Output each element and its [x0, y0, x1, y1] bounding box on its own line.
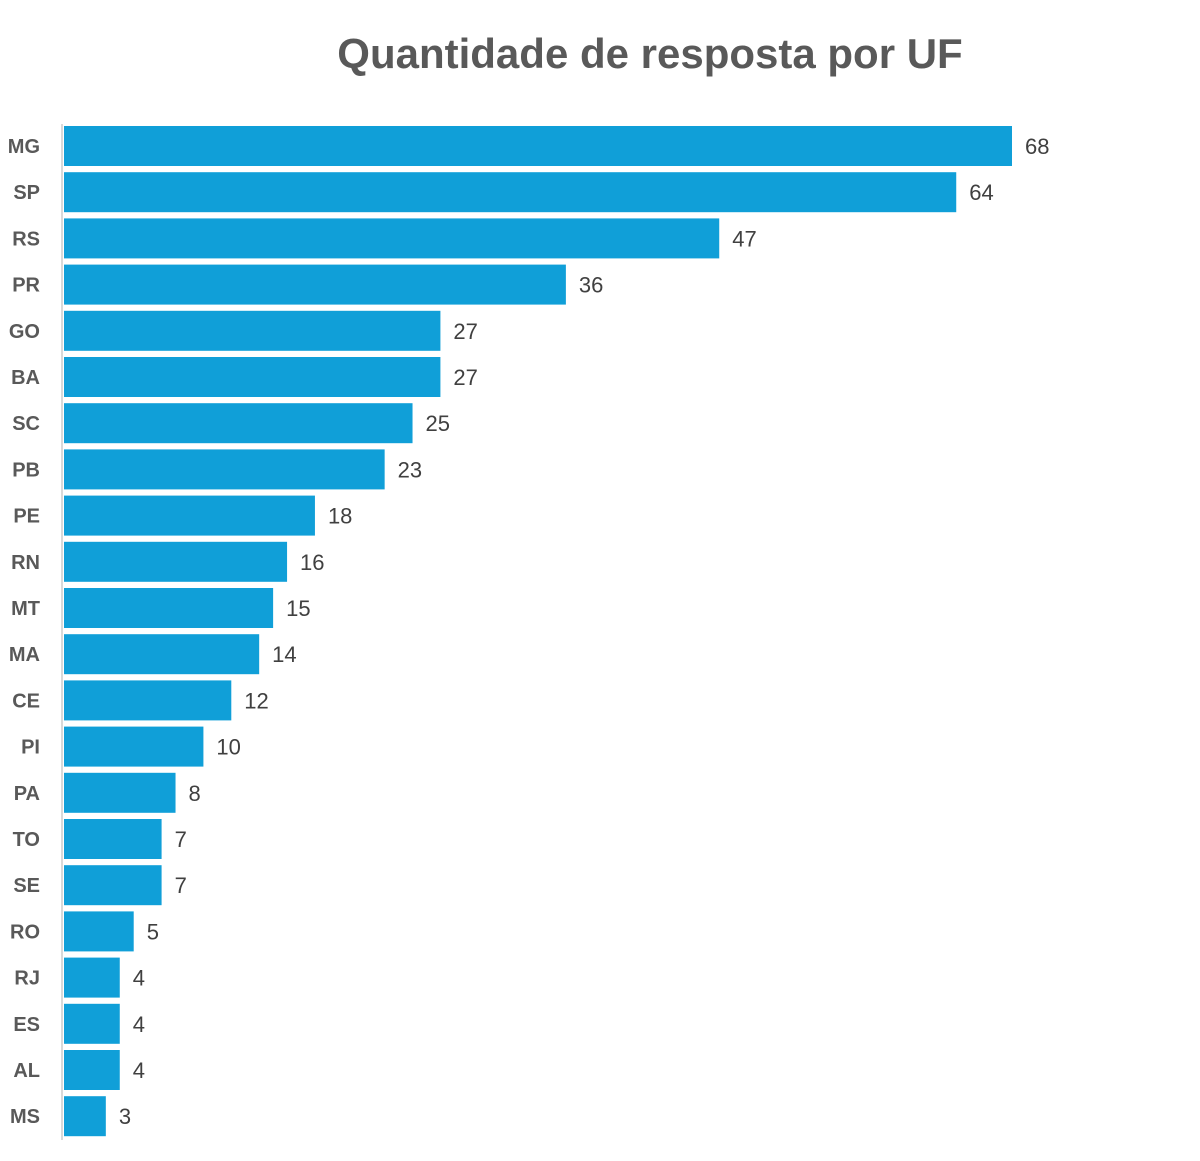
- value-label-ce: 12: [244, 688, 268, 713]
- category-label-pa: PA: [14, 783, 40, 805]
- category-label-sp: SP: [13, 182, 40, 204]
- bar-pa: [64, 772, 176, 813]
- bar-pb: [64, 449, 385, 490]
- bar-al: [64, 1050, 120, 1090]
- bar-rn: [64, 541, 288, 582]
- bar-sp: [64, 172, 957, 213]
- bar-ms: [64, 1096, 106, 1137]
- category-label-mg: MG: [8, 136, 40, 158]
- bar-mt: [64, 588, 274, 628]
- bar-se: [64, 865, 162, 906]
- category-label-pr: PR: [12, 275, 40, 297]
- bar-mg: [64, 126, 1012, 166]
- category-label-rj: RJ: [14, 968, 40, 990]
- value-label-rj: 4: [133, 966, 145, 991]
- value-label-pb: 23: [398, 457, 422, 482]
- value-label-sp: 64: [969, 180, 993, 205]
- value-label-al: 4: [133, 1058, 145, 1083]
- value-label-se: 7: [175, 873, 187, 898]
- category-label-se: SE: [13, 875, 40, 897]
- category-label-sc: SC: [12, 413, 40, 435]
- bar-ma: [64, 634, 260, 675]
- value-label-go: 27: [453, 319, 477, 344]
- category-label-es: ES: [13, 1014, 40, 1036]
- value-label-rs: 47: [732, 226, 756, 251]
- category-label-ba: BA: [11, 367, 40, 389]
- value-label-mg: 68: [1025, 134, 1049, 159]
- category-label-al: AL: [13, 1060, 40, 1082]
- bar-rs: [64, 218, 720, 259]
- bar-pe: [64, 495, 315, 536]
- value-label-ro: 5: [147, 919, 159, 944]
- bar-pr: [64, 264, 566, 305]
- value-label-pa: 8: [189, 781, 201, 806]
- value-label-mt: 15: [286, 596, 310, 621]
- category-label-ro: RO: [10, 921, 40, 943]
- category-label-rs: RS: [12, 228, 40, 250]
- value-label-ba: 27: [453, 365, 477, 390]
- value-label-ma: 14: [272, 642, 296, 667]
- value-label-pr: 36: [579, 273, 603, 298]
- bar-es: [64, 1003, 120, 1044]
- category-label-ma: MA: [9, 644, 40, 666]
- category-label-ce: CE: [12, 690, 40, 712]
- value-label-ms: 3: [119, 1104, 131, 1129]
- category-label-pi: PI: [21, 737, 40, 759]
- category-label-rn: RN: [11, 552, 40, 574]
- bar-ro: [64, 911, 134, 952]
- category-label-pb: PB: [12, 459, 40, 481]
- category-labels: MG SP RS PR GO BA SC PB PE RN MT MA CE PI PA TO SE RO RJ ES…: [8, 136, 41, 1128]
- bar-go: [64, 310, 441, 351]
- bar-pi: [64, 726, 204, 767]
- bar-ce: [64, 680, 232, 721]
- value-label-pi: 10: [216, 735, 240, 760]
- value-label-pe: 18: [328, 504, 352, 529]
- category-label-go: GO: [9, 321, 40, 343]
- bar-sc: [64, 403, 413, 444]
- chart-title: Quantidade de resposta por UF: [337, 30, 962, 77]
- category-label-mt: MT: [11, 598, 40, 620]
- bars-group: [64, 126, 1012, 1137]
- bar-rj: [64, 957, 120, 998]
- category-label-pe: PE: [13, 506, 40, 528]
- category-label-ms: MS: [10, 1106, 40, 1128]
- value-label-rn: 16: [300, 550, 324, 575]
- bar-ba: [64, 357, 441, 397]
- bar-to: [64, 819, 162, 859]
- category-label-to: TO: [13, 829, 40, 851]
- value-label-es: 4: [133, 1012, 145, 1037]
- value-label-sc: 25: [426, 411, 450, 436]
- value-label-to: 7: [175, 827, 187, 852]
